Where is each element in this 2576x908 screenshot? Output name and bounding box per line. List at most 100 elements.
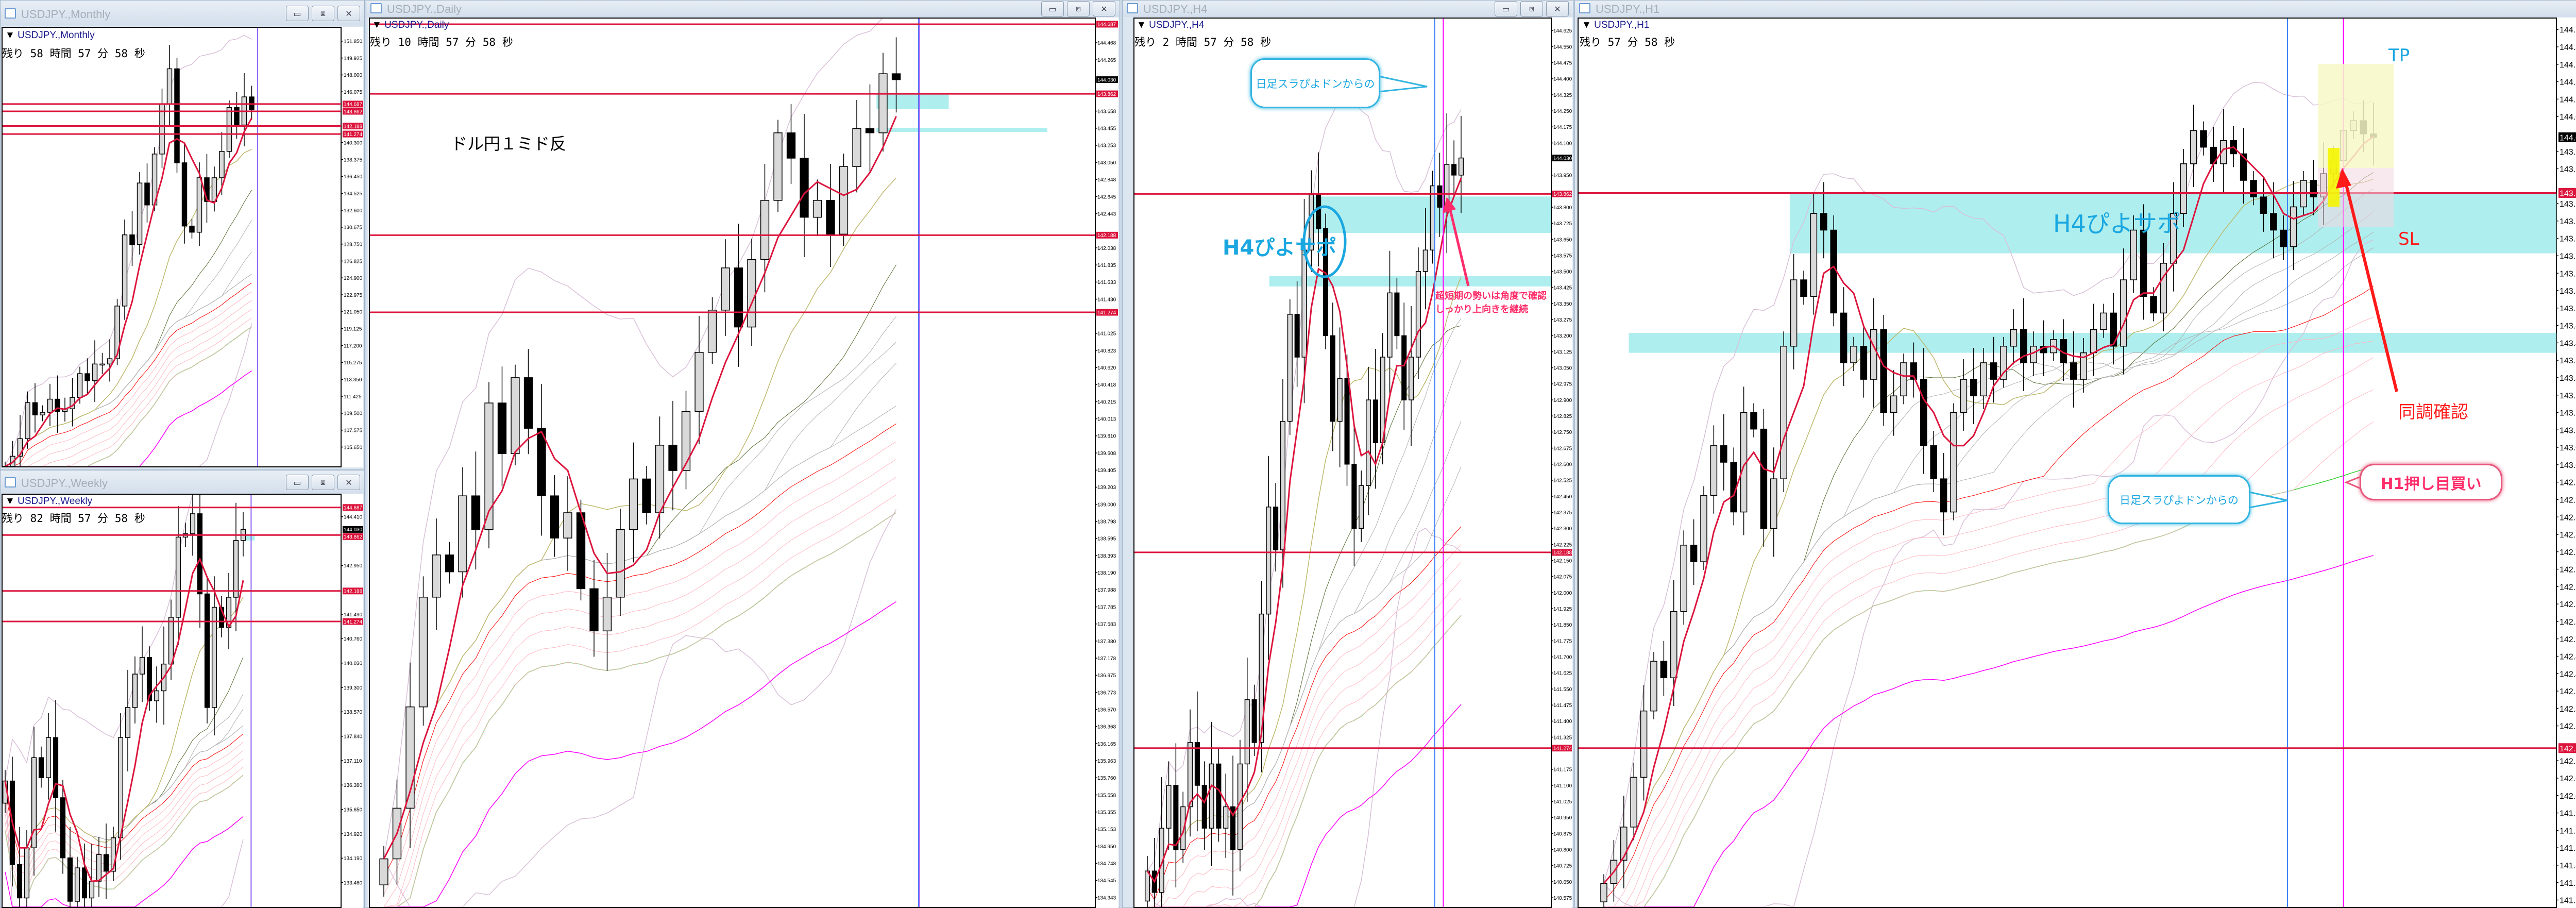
close-button[interactable]: ✕	[337, 6, 360, 21]
candle-bearish[interactable]	[2280, 229, 2287, 247]
candle-bullish[interactable]	[1337, 378, 1343, 422]
candle-bullish[interactable]	[602, 597, 612, 632]
restore-button[interactable]: ⧈	[312, 6, 334, 21]
candle-bearish[interactable]	[1930, 445, 1937, 479]
note-text[interactable]: 超短期の勢いは角度で確認	[1435, 291, 1547, 301]
candle-bearish[interactable]	[1294, 314, 1300, 358]
candle-bullish[interactable]	[418, 597, 428, 708]
candle-bullish[interactable]	[1620, 827, 1628, 861]
candle-bullish[interactable]	[2220, 140, 2227, 164]
zone-label[interactable]: H4ぴよサポ	[2053, 210, 2181, 238]
candle-bearish[interactable]	[1690, 545, 1698, 562]
chart-symbol-label[interactable]: ▼ USDJPY.,Daily	[372, 20, 449, 30]
candle-bearish[interactable]	[1910, 362, 1918, 380]
candle-bearish[interactable]	[1401, 335, 1407, 400]
minimize-button[interactable]: ▭	[1495, 1, 1517, 16]
candle-bullish[interactable]	[1670, 611, 1677, 679]
candle-bearish[interactable]	[1173, 785, 1179, 850]
candle-bearish[interactable]	[234, 107, 240, 126]
plot-weekly[interactable]	[2, 494, 342, 908]
candle-bullish[interactable]	[1244, 699, 1250, 765]
candle-bullish[interactable]	[681, 411, 691, 471]
chart-symbol-label[interactable]: ▼ USDJPY.,Monthly	[5, 30, 95, 41]
minimize-button[interactable]: ▭	[1041, 1, 1064, 16]
callout-daily-origin[interactable]: 日足スラぴよドンからの	[2108, 475, 2250, 524]
candle-bearish[interactable]	[891, 73, 901, 80]
candle-bullish[interactable]	[432, 554, 441, 598]
candle-bullish[interactable]	[211, 607, 217, 708]
candle-bullish[interactable]	[17, 438, 23, 457]
titlebar[interactable]: USDJPY.,Weekly ▭ ⧈ ✕	[1, 470, 364, 494]
candle-bullish[interactable]	[812, 200, 822, 218]
close-button[interactable]: ✕	[337, 475, 360, 490]
candle-bullish[interactable]	[1180, 806, 1186, 850]
candle-bearish[interactable]	[1323, 228, 1329, 337]
candle-bearish[interactable]	[550, 495, 560, 539]
titlebar[interactable]: USDJPY.,Monthly ▭ ⧈ ✕	[1, 1, 364, 26]
tp-label[interactable]: TP	[2388, 45, 2410, 66]
candle-bearish[interactable]	[55, 398, 60, 412]
titlebar[interactable]: USDJPY.,Daily ▭ ⧈ ✕	[366, 1, 1120, 17]
candle-bearish[interactable]	[146, 657, 152, 701]
candle-bullish[interactable]	[1259, 613, 1264, 743]
candle-bullish[interactable]	[1650, 661, 1657, 712]
candle-bearish[interactable]	[1860, 346, 1868, 380]
candle-bearish[interactable]	[81, 867, 88, 899]
candle-bullish[interactable]	[1950, 412, 1957, 513]
candle-bullish[interactable]	[878, 73, 888, 133]
candle-bearish[interactable]	[2270, 213, 2277, 231]
candle-bullish[interactable]	[1850, 346, 1857, 363]
candle-bearish[interactable]	[218, 607, 225, 628]
candle-bullish[interactable]	[190, 513, 196, 534]
minimize-button[interactable]: ▭	[286, 475, 309, 490]
close-button[interactable]: ✕	[1546, 1, 1569, 16]
candle-bearish[interactable]	[2110, 312, 2117, 347]
candle-bullish[interactable]	[31, 757, 37, 848]
candle-bearish[interactable]	[537, 428, 546, 496]
restore-button[interactable]: ⧈	[312, 475, 334, 490]
candle-bullish[interactable]	[2130, 229, 2137, 280]
daily-title-text[interactable]: ドル円１ミド反	[451, 134, 567, 154]
restore-button[interactable]: ⧈	[1520, 1, 1543, 16]
arrow-line[interactable]	[1447, 203, 1470, 287]
note-text[interactable]: しっかり上向きを継続	[1435, 304, 1528, 315]
candle-bearish[interactable]	[2140, 229, 2147, 297]
candle-bullish[interactable]	[563, 512, 572, 539]
candle-bearish[interactable]	[2240, 153, 2247, 181]
candle-bearish[interactable]	[67, 857, 73, 902]
candle-bullish[interactable]	[219, 151, 225, 178]
candle-bearish[interactable]	[1344, 378, 1350, 465]
candle-bearish[interactable]	[523, 377, 533, 429]
candle-bearish[interactable]	[197, 513, 203, 595]
candle-bullish[interactable]	[74, 867, 80, 902]
highlight-ellipse[interactable]	[1302, 205, 1347, 278]
candle-bearish[interactable]	[204, 593, 210, 708]
zone-label[interactable]: H4ぴよサポ	[1223, 236, 1337, 260]
support-zone[interactable]	[876, 94, 949, 109]
candle-bearish[interactable]	[471, 495, 481, 530]
candle-bearish[interactable]	[174, 68, 180, 163]
candle-bullish[interactable]	[25, 402, 30, 440]
candle-bullish[interactable]	[2100, 312, 2107, 330]
candle-bearish[interactable]	[129, 234, 135, 245]
price-axis-h1[interactable]	[2557, 18, 2576, 908]
candle-bearish[interactable]	[1351, 463, 1357, 529]
candle-bullish[interactable]	[233, 540, 239, 598]
candle-bullish[interactable]	[114, 306, 120, 359]
candle-bullish[interactable]	[1600, 883, 1607, 902]
candle-bearish[interactable]	[1800, 279, 1807, 297]
candle-bullish[interactable]	[132, 674, 138, 708]
candle-bullish[interactable]	[1680, 545, 1687, 612]
candle-bearish[interactable]	[1760, 428, 1768, 529]
candle-bearish[interactable]	[1330, 335, 1335, 422]
chart-symbol-label[interactable]: ▼ USDJPY.,H1	[1582, 20, 1650, 30]
candle-bullish[interactable]	[694, 351, 704, 412]
titlebar[interactable]: USDJPY.,H1	[1575, 1, 2576, 17]
minimize-button[interactable]: ▭	[286, 6, 309, 21]
candle-bullish[interactable]	[125, 707, 131, 738]
candle-bullish[interactable]	[1770, 478, 1777, 529]
candle-bullish[interactable]	[1640, 710, 1648, 778]
close-button[interactable]: ✕	[1093, 1, 1115, 16]
candle-bearish[interactable]	[2200, 130, 2207, 148]
candle-bullish[interactable]	[1415, 271, 1421, 358]
